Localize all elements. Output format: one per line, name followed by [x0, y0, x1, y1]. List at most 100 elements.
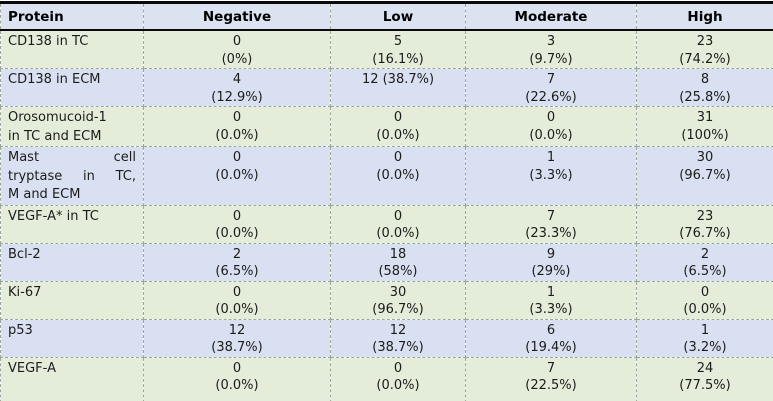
table-row: Ki-67 0 (0.0%) 30 (96.7%) 1 (3.3%) 0 (0.…: [0, 280, 773, 320]
cell-count: 6: [546, 322, 556, 338]
protein-cell: Ki-67: [0, 280, 144, 320]
value-cell: 30 (96.7%): [330, 280, 466, 320]
value-cell: 0 (0.0%): [330, 356, 466, 401]
value-cell: 7 (23.3%): [465, 204, 637, 244]
value-cell: 4 (12.9%): [143, 68, 331, 107]
value-cell: 0 (0.0%): [143, 356, 331, 401]
cell-count: 0: [393, 150, 403, 165]
cell-count: 0: [232, 360, 242, 376]
table-row: VEGF-A 0 (0.0%) 0 (0.0%) 7 (22.5%) 24 (7…: [0, 356, 773, 401]
cell-percent: (0.0%): [376, 226, 420, 241]
cell-count: 1: [546, 150, 556, 165]
value-cell: 5 (16.1%): [330, 29, 466, 69]
value-cell: 0 (0.0%): [143, 146, 331, 206]
header-row: Protein Negative Low Moderate High: [0, 2, 773, 31]
cell-count: 24: [696, 360, 714, 376]
cell-percent: (16.1%): [372, 51, 424, 67]
cell-percent: (19.4%): [525, 340, 577, 355]
protein-name: CD138 in TC: [8, 34, 89, 49]
cell-count: 0: [700, 284, 710, 300]
value-cell: 9 (29%): [465, 242, 637, 282]
value-cell: 0 (0.0%): [143, 204, 331, 244]
cell-percent: (77.5%): [679, 378, 731, 393]
cell-percent: (6.5%): [215, 264, 259, 279]
protein-cell: CD138 in ECM: [0, 68, 144, 107]
protein-name: Mast cell: [8, 150, 136, 165]
column-header-moderate: Moderate: [465, 2, 637, 31]
cell-percent: (0.0%): [529, 127, 573, 143]
column-header-low: Low: [330, 2, 466, 31]
protein-cell: VEGF-A: [0, 356, 144, 401]
table-row: VEGF-A* in TC 0 (0.0%) 0 (0.0%) 7 (23.3%…: [0, 204, 773, 244]
cell-count: 12: [389, 322, 407, 338]
cell-percent: (0.0%): [683, 302, 727, 317]
cell-percent: (29%): [531, 264, 571, 279]
table-row: p53 12 (38.7%) 12 (38.7%) 6 (19.4%) 1 (3…: [0, 318, 773, 358]
value-cell: 0 (0.0%): [143, 106, 331, 147]
value-cell: 12 (38.7%): [330, 318, 466, 358]
table-row: CD138 in ECM 4 (12.9%) 12 (38.7%) 7 (22.…: [0, 68, 773, 107]
cell-count: 4: [232, 72, 242, 87]
cell-percent: (96.7%): [372, 302, 424, 317]
cell-percent: (38.7%): [211, 340, 263, 355]
cell-count: 7: [546, 360, 556, 376]
value-cell: 0 (0.0%): [330, 204, 466, 244]
cell-percent: (100%): [681, 127, 729, 143]
value-cell: 2 (6.5%): [143, 242, 331, 282]
cell-count: 23: [696, 34, 714, 49]
cell-count: 2: [232, 246, 242, 262]
table-row: Bcl-2 2 (6.5%) 18 (58%) 9 (29%) 2 (6.5%): [0, 242, 773, 282]
cell-percent: (12.9%): [211, 89, 263, 105]
cell-percent: (3.3%): [529, 302, 573, 317]
cell-percent: (0.0%): [215, 226, 259, 241]
value-cell: 31 (100%): [636, 106, 773, 147]
cell-count: 0: [546, 110, 556, 125]
value-cell: 18 (58%): [330, 242, 466, 282]
cell-percent: (96.7%): [679, 167, 731, 183]
value-cell: 30 (96.7%): [636, 146, 773, 206]
cell-count: 30: [389, 284, 407, 300]
protein-name: p53: [8, 322, 33, 338]
protein-name: in TC and ECM: [8, 128, 102, 144]
value-cell: 12 (38.7%): [330, 68, 466, 107]
cell-count: 0: [393, 360, 403, 376]
cell-percent: (9.7%): [529, 51, 573, 67]
value-cell: 6 (19.4%): [465, 318, 637, 358]
table-row: Mast cell tryptase in TC, M and ECM 0 (0…: [0, 146, 773, 206]
table-row: CD138 in TC 0 (0%) 5 (16.1%) 3 (9.7%) 23…: [0, 29, 773, 69]
cell-count: 0: [232, 150, 242, 165]
cell-count: 7: [546, 208, 556, 224]
cell-percent: (74.2%): [679, 51, 731, 67]
cell-count: 8: [700, 72, 710, 87]
value-cell: 1 (3.2%): [636, 318, 773, 358]
cell-percent: (0.0%): [215, 127, 259, 143]
column-header-negative: Negative: [143, 2, 331, 31]
cell-percent: (6.5%): [683, 264, 727, 279]
cell-percent: (22.6%): [525, 89, 577, 105]
cell-percent: (0.0%): [376, 167, 420, 183]
cell-count: 23: [696, 208, 714, 224]
cell-percent: (0.0%): [376, 127, 420, 143]
column-header-protein: Protein: [0, 2, 144, 31]
cell-count: 1: [546, 284, 556, 300]
value-cell: 0 (0.0%): [636, 280, 773, 320]
value-cell: 1 (3.3%): [465, 280, 637, 320]
value-cell: 23 (76.7%): [636, 204, 773, 244]
cell-count: 12 (38.7%): [361, 72, 435, 87]
protein-cell: p53: [0, 318, 144, 358]
value-cell: 24 (77.5%): [636, 356, 773, 401]
protein-name: M and ECM: [8, 187, 81, 202]
value-cell: 0 (0.0%): [330, 106, 466, 147]
cell-count: 30: [696, 150, 714, 165]
cell-count: 9: [546, 246, 556, 262]
protein-name: Orosomucoid-1: [8, 110, 107, 125]
cell-count: 31: [696, 110, 714, 125]
protein-cell: CD138 in TC: [0, 29, 144, 69]
value-cell: 0 (0.0%): [330, 146, 466, 206]
cell-count: 5: [393, 34, 403, 49]
protein-name: Bcl-2: [8, 246, 41, 262]
cell-percent: (22.5%): [525, 378, 577, 393]
value-cell: 0 (0.0%): [465, 106, 637, 147]
cell-count: 12: [228, 322, 246, 338]
